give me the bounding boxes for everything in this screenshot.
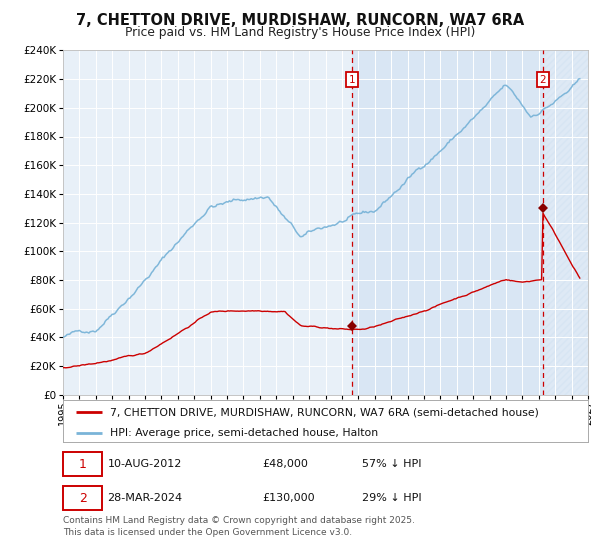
Text: 28-MAR-2024: 28-MAR-2024 <box>107 493 183 503</box>
Text: 29% ↓ HPI: 29% ↓ HPI <box>362 493 422 503</box>
Text: £130,000: £130,000 <box>263 493 315 503</box>
Text: 2: 2 <box>79 492 86 505</box>
Text: 1: 1 <box>79 458 86 470</box>
Text: £48,000: £48,000 <box>263 459 308 469</box>
Bar <box>543 50 588 395</box>
Bar <box>352 50 543 395</box>
Text: 57% ↓ HPI: 57% ↓ HPI <box>362 459 422 469</box>
FancyBboxPatch shape <box>63 486 103 511</box>
Text: 10-AUG-2012: 10-AUG-2012 <box>107 459 182 469</box>
FancyBboxPatch shape <box>63 452 103 477</box>
Text: HPI: Average price, semi-detached house, Halton: HPI: Average price, semi-detached house,… <box>110 428 379 438</box>
Text: 7, CHETTON DRIVE, MURDISHAW, RUNCORN, WA7 6RA (semi-detached house): 7, CHETTON DRIVE, MURDISHAW, RUNCORN, WA… <box>110 407 539 417</box>
Text: Price paid vs. HM Land Registry's House Price Index (HPI): Price paid vs. HM Land Registry's House … <box>125 26 475 39</box>
Text: Contains HM Land Registry data © Crown copyright and database right 2025.
This d: Contains HM Land Registry data © Crown c… <box>63 516 415 537</box>
Text: 2: 2 <box>539 74 546 85</box>
Text: 7, CHETTON DRIVE, MURDISHAW, RUNCORN, WA7 6RA: 7, CHETTON DRIVE, MURDISHAW, RUNCORN, WA… <box>76 13 524 29</box>
Text: 1: 1 <box>349 74 355 85</box>
